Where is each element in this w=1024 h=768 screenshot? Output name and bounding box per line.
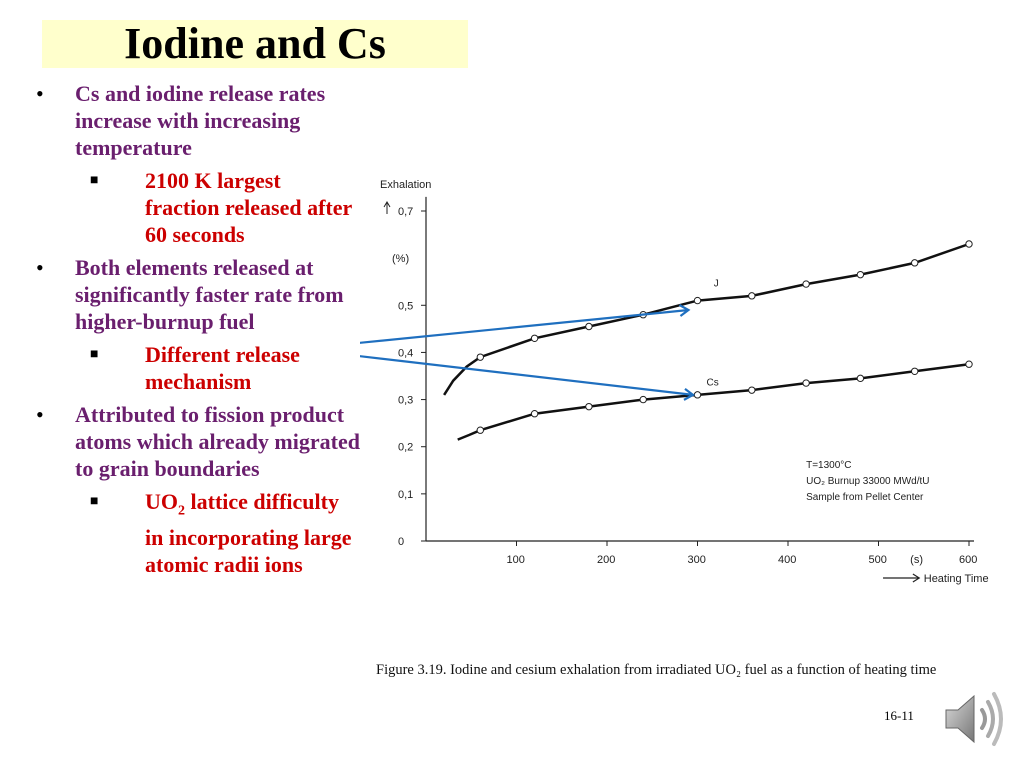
x-axis-arrow bbox=[883, 573, 921, 583]
data-point bbox=[856, 270, 865, 279]
pointer-arrow bbox=[360, 308, 689, 344]
data-point bbox=[748, 292, 756, 300]
y-tick-label: 0,4 bbox=[398, 347, 413, 359]
pointer-arrowhead bbox=[678, 304, 691, 317]
x-tick-label: 600 bbox=[959, 554, 977, 566]
data-point bbox=[476, 426, 485, 434]
data-point bbox=[476, 353, 485, 361]
sub-bullet-text-pre: UO bbox=[145, 489, 178, 514]
data-point bbox=[802, 379, 810, 387]
sub-bullet-item: ■ UO2 lattice difficulty in incorporating… bbox=[90, 489, 352, 578]
x-tick-label: 100 bbox=[507, 554, 525, 566]
series-line bbox=[443, 242, 970, 396]
data-point bbox=[530, 410, 539, 418]
bullet-text: Attributed to fission product atoms whic… bbox=[75, 402, 360, 481]
x-tick-label: 300 bbox=[688, 554, 706, 566]
data-point bbox=[585, 322, 593, 331]
y-axis-label: Exhalation bbox=[380, 179, 431, 191]
series-label: J bbox=[714, 278, 719, 289]
title-box: Iodine and Cs bbox=[42, 20, 468, 68]
data-point bbox=[965, 360, 973, 368]
y-tick-label: 0 bbox=[398, 536, 404, 548]
figure-caption: Figure 3.19. Iodine and cesium exhalatio… bbox=[376, 662, 937, 678]
data-point bbox=[639, 395, 647, 404]
y-tick-label: 0,1 bbox=[398, 489, 413, 501]
sub-bullet-item: ■ Different release mechanism bbox=[90, 342, 300, 394]
bullet-item: • Both elements released at significantly… bbox=[36, 255, 344, 334]
bullet-item: • Cs and iodine release rates increase wi… bbox=[36, 81, 326, 160]
series-label: Cs bbox=[707, 377, 719, 388]
y-axis-arrow bbox=[383, 201, 391, 214]
sub-bullet-text: Different release mechanism bbox=[145, 342, 300, 394]
y-tick-label: 0,3 bbox=[398, 395, 413, 407]
pointer-arrow bbox=[360, 355, 694, 396]
sub-bullet-text-post: lattice difficulty in incorporating larg… bbox=[145, 489, 352, 578]
subscript: 2 bbox=[178, 503, 185, 519]
x-axis-label: Heating Time bbox=[924, 573, 989, 585]
data-point bbox=[585, 402, 593, 411]
bullet-list: • Cs and iodine release rates increase wi… bbox=[30, 80, 360, 584]
data-point bbox=[856, 374, 865, 383]
bullet-text: Both elements released at significantly … bbox=[75, 255, 344, 334]
data-point bbox=[802, 280, 810, 288]
x-tick-label: 500 bbox=[869, 554, 887, 566]
data-point bbox=[748, 386, 756, 394]
data-point bbox=[965, 240, 973, 248]
y-tick-label: 0,2 bbox=[398, 442, 413, 454]
annotation-line: UO₂ Burnup 33000 MWd/tU bbox=[806, 476, 929, 487]
speaker-icon[interactable] bbox=[938, 684, 1008, 754]
annotation-line: Sample from Pellet Center bbox=[806, 492, 924, 503]
data-point bbox=[693, 296, 702, 305]
annotation-line: T=1300°C bbox=[806, 460, 851, 471]
slide-title: Iodine and Cs bbox=[124, 19, 386, 68]
y-tick-label: 0,7 bbox=[398, 206, 413, 218]
exhalation-chart: Exhalation (%) 0 0,1 0,2 0,3 0,4 0,5 0,7 100 200 30… bbox=[360, 179, 989, 585]
sub-bullet-text: 2100 K largest fraction released after 6… bbox=[145, 168, 352, 247]
data-point bbox=[911, 259, 919, 267]
bullet-text: Cs and iodine release rates increase wit… bbox=[75, 81, 326, 160]
data-point bbox=[693, 391, 702, 399]
x-axis-unit: (s) bbox=[910, 554, 923, 566]
bullet-item: • Attributed to fission product atoms whi… bbox=[36, 402, 360, 481]
sub-bullet-item: ■ 2100 K largest fraction released after … bbox=[90, 168, 352, 247]
x-tick-label: 200 bbox=[597, 554, 615, 566]
y-tick-label: 0,5 bbox=[398, 300, 413, 312]
data-point bbox=[530, 334, 539, 342]
y-axis-unit: (%) bbox=[392, 253, 409, 265]
x-tick-label: 400 bbox=[778, 554, 796, 566]
pointer-arrowhead bbox=[683, 387, 695, 401]
slide-number: 16-11 bbox=[884, 708, 914, 723]
data-point bbox=[911, 367, 919, 375]
